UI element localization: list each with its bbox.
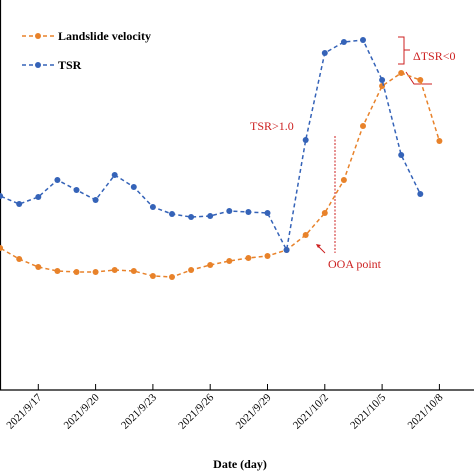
tsr-point: [226, 208, 233, 214]
delta-tsr-bracket: [398, 36, 405, 65]
velocity-point: [207, 262, 214, 268]
tsr-point: [92, 197, 99, 203]
legend-velocity-marker: [35, 33, 41, 39]
tsr-point: [73, 187, 80, 193]
legend-tsr-label: TSR: [58, 58, 82, 72]
x-tick-label: 2021/9/26: [176, 391, 216, 431]
series-velocity: [0, 70, 443, 280]
tsr-point: [0, 193, 4, 199]
tsr-point: [16, 201, 23, 207]
series-tsr: [0, 37, 424, 253]
tsr-point: [379, 77, 386, 83]
series-layer: [0, 37, 443, 280]
x-tick-label: 2021/9/17: [4, 391, 44, 431]
tsr-point: [111, 172, 118, 178]
tsr-point: [417, 191, 424, 197]
tsr-point: [54, 177, 61, 183]
velocity-point: [398, 70, 405, 76]
x-tick-label: 2021/9/29: [234, 391, 274, 431]
velocity-point: [321, 210, 328, 216]
x-tick-label: 2021/9/20: [62, 391, 102, 431]
tsr-point: [340, 39, 347, 45]
ooa-arrow-head: [316, 244, 321, 248]
tsr-threshold-label: TSR>1.0: [250, 119, 294, 133]
x-tick-layer: 2021/9/17 2021/9/20 2021/9/23 2021/9/26 2021…: [4, 384, 446, 432]
velocity-point: [302, 232, 309, 238]
x-tick-label: 2021/10/5: [348, 391, 388, 431]
velocity-line: [0, 72, 441, 278]
tsr-point: [283, 247, 290, 253]
velocity-point: [360, 123, 366, 129]
velocity-point: [73, 269, 80, 275]
velocity-point: [379, 83, 386, 89]
tsr-point: [245, 209, 252, 215]
velocity-point: [436, 138, 443, 144]
velocity-point: [111, 267, 118, 273]
velocity-point: [35, 264, 42, 270]
tsr-point: [207, 213, 214, 219]
x-tick-label: 2021/9/23: [119, 391, 159, 431]
velocity-point: [264, 253, 271, 259]
velocity-point: [188, 267, 195, 273]
tsr-point: [188, 214, 195, 220]
legend-velocity-label: Landslide velocity: [58, 29, 151, 43]
velocity-point: [16, 256, 23, 262]
tsr-point: [149, 204, 156, 210]
tsr-point: [169, 211, 175, 217]
velocity-point: [169, 274, 175, 280]
x-tick-label: 2021/10/2: [291, 392, 331, 432]
legend: Landslide velocity TSR: [22, 29, 151, 72]
x-axis-title: Date (day): [213, 457, 267, 471]
tsr-point: [35, 194, 42, 200]
velocity-point: [92, 269, 99, 275]
tsr-point: [302, 137, 309, 143]
velocity-point: [130, 268, 137, 274]
velocity-point: [340, 177, 347, 183]
x-tick-label: 2021/10/8: [405, 391, 445, 431]
tsr-point: [130, 184, 137, 190]
velocity-point: [226, 258, 233, 264]
tsr-line: [0, 39, 421, 253]
velocity-point: [54, 268, 61, 274]
delta-tsr-label: ΔTSR<0: [413, 49, 456, 63]
tsr-point: [360, 37, 366, 43]
tsr-point: [398, 152, 405, 158]
tsr-point: [264, 210, 271, 216]
velocity-point: [417, 77, 424, 83]
ooa-point-label: OOA point: [328, 257, 382, 271]
tsr-point: [321, 50, 328, 56]
velocity-point: [245, 255, 252, 261]
velocity-point: [0, 245, 4, 251]
legend-tsr-marker: [35, 62, 41, 68]
velocity-point: [149, 273, 156, 279]
